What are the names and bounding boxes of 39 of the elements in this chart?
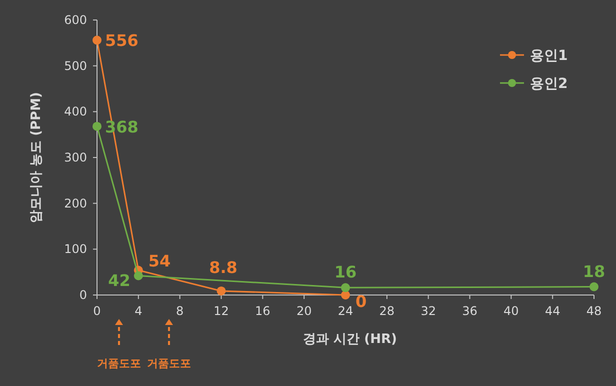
x-tick-label: 44: [544, 304, 560, 318]
point: [341, 283, 350, 292]
x-tick-label: 24: [338, 304, 354, 318]
legend-label: 용인1: [530, 48, 568, 64]
data-label: 18: [582, 262, 606, 281]
x-tick-label: 20: [296, 304, 312, 318]
point: [216, 286, 226, 296]
x-tick-label: 40: [504, 304, 519, 318]
point: [341, 290, 350, 300]
y-tick-label: 0: [79, 288, 87, 302]
data-label: 556: [105, 31, 138, 50]
legend-label: 용인2: [530, 76, 568, 92]
point: [92, 36, 102, 45]
text: 거품도포: [97, 357, 141, 370]
point: [590, 282, 598, 292]
x-tick-label: 32: [420, 304, 436, 318]
x-tick-label: 8: [176, 304, 184, 318]
y-axis-title: 암모니아 농도 (PPM): [29, 92, 44, 223]
x-tick-label: 16: [255, 304, 270, 318]
y-tick-label: 200: [64, 196, 87, 210]
x-tick-label: 28: [379, 304, 395, 318]
x-axis-title: 경과 시간 (HR): [303, 332, 397, 347]
x-tick-label: 12: [214, 304, 229, 318]
x-tick-label: 48: [586, 304, 602, 318]
data-label: 42: [108, 270, 130, 290]
y-tick-label: 300: [64, 150, 87, 164]
y-tick-label: 600: [64, 13, 87, 27]
point: [92, 122, 102, 131]
data-label: 16: [334, 262, 357, 282]
y-tick-label: 400: [64, 104, 87, 119]
x-tick-label: 0: [93, 304, 101, 318]
x-tick-label: 36: [462, 304, 478, 318]
point: [134, 271, 143, 280]
data-label: 8.8: [209, 258, 238, 277]
y-tick-label: 100: [64, 242, 87, 256]
y-tick-label: 500: [64, 58, 87, 73]
data-label: 54: [148, 251, 171, 270]
text: 거품도포: [147, 357, 191, 370]
x-tick-label: 4: [134, 304, 142, 318]
